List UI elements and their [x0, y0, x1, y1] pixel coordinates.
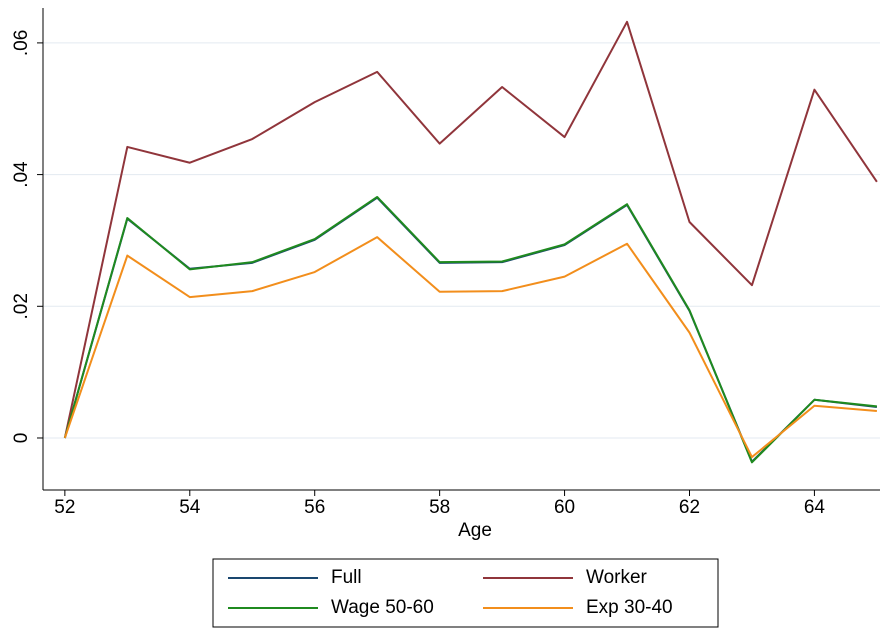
y-tick-label: .06	[11, 30, 32, 56]
legend-label: Full	[331, 567, 362, 588]
legend-label: Worker	[586, 567, 648, 588]
series-line	[63, 236, 877, 459]
x-tick-label: 62	[679, 497, 700, 518]
series-line	[63, 20, 878, 439]
x-tick-label: 60	[554, 497, 575, 518]
legend-label: Exp 30-40	[586, 597, 673, 618]
x-tick-label: 56	[304, 497, 325, 518]
x-tick-label: 52	[54, 497, 75, 518]
x-axis-label: Age	[458, 520, 492, 541]
y-tick-label: 0	[11, 433, 32, 444]
legend-label: Wage 50-60	[331, 597, 434, 618]
x-tick-label: 58	[429, 497, 450, 518]
legend	[212, 558, 719, 628]
y-tick-label: .02	[11, 293, 32, 319]
x-tick-label: 64	[804, 497, 826, 518]
x-tick-label: 54	[179, 497, 201, 518]
y-tick-label: .04	[11, 161, 32, 188]
